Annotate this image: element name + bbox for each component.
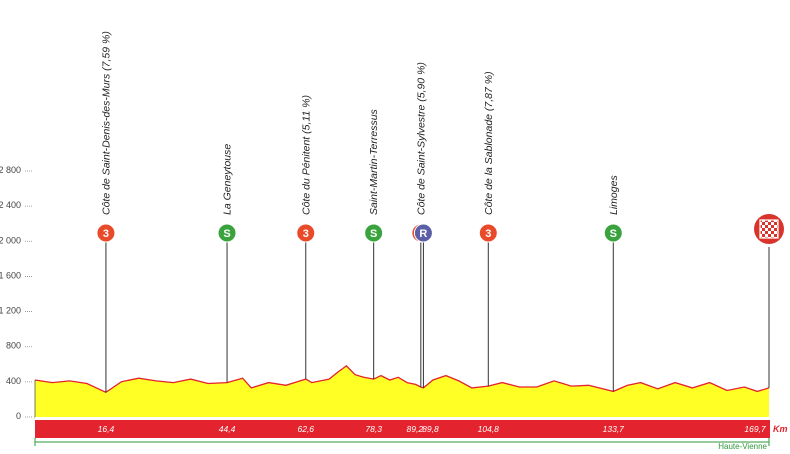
marker-label: Côte de Saint-Denis-des-Murs (7,59 %): [100, 31, 112, 215]
profile-line: [34, 365, 770, 394]
y-tick-label: 1 200: [0, 306, 21, 316]
km-label: 16,4: [98, 424, 115, 434]
region-label: Haute-Vienne: [718, 442, 767, 451]
climb-cat3-icon: [478, 223, 498, 243]
km-label: 104,8: [478, 424, 500, 434]
marker-symbol: S: [370, 228, 377, 240]
climb-cat3-icon: [96, 223, 116, 243]
km-label: 44,4: [219, 424, 236, 434]
km-band: Km 16,4 44,4 62,6 78,3 89,2 89,8 104,8 133,7 169,…: [35, 417, 788, 438]
km-label: 89,2: [407, 424, 424, 434]
marker-symbol: S: [610, 228, 617, 240]
marker-label: Côte du Pénitent (5,11 %): [300, 95, 312, 215]
checkered-flag-icon: [759, 219, 779, 239]
km-label: 78,3: [365, 424, 382, 434]
marker-symbol: 3: [303, 228, 309, 240]
km-band-gap: [35, 417, 770, 420]
km-label: 133,7: [603, 424, 625, 434]
sprint-icon: [364, 223, 384, 243]
marker-label: Saint-Martin-Terressus: [368, 108, 380, 215]
y-tick-label: 400: [6, 376, 21, 386]
km-label: 62,6: [297, 424, 314, 434]
y-tick-label: 800: [6, 341, 21, 351]
region-footer: Haute-Vienne: [34, 438, 770, 451]
y-tick-label: 2 000: [0, 235, 21, 245]
marker-symbol: R: [419, 228, 427, 240]
marker-symbol: 3: [103, 228, 109, 240]
climb-cat3-icon: [296, 223, 316, 243]
sprint-icon: [217, 223, 237, 243]
profile-area: [35, 365, 769, 418]
km-band-bar: [35, 420, 770, 438]
km-label: 169,7: [744, 424, 766, 434]
elevation-profile: [34, 365, 770, 418]
km-unit-label: Km: [773, 424, 788, 434]
feed-zone-icon: [413, 223, 433, 243]
marker-label: La Geneytouse: [222, 144, 234, 215]
marker-symbol: S: [223, 228, 230, 240]
y-tick-label: 2 400: [0, 200, 21, 210]
y-tick-label: 2 800: [0, 165, 21, 175]
marker-label: Côte de Saint-Sylvestre (5,90 %): [415, 62, 427, 215]
km-label: 89,8: [422, 424, 439, 434]
marker-label: Côte de la Sablonade (7,87 %): [483, 71, 495, 215]
y-tick-label: 1 600: [0, 270, 21, 280]
marker-symbol: 3: [485, 228, 491, 240]
sprint-icon: [603, 223, 623, 243]
marker-label: Limoges: [608, 175, 620, 215]
markers: 3 Côte de Saint-Denis-des-Murs (7,59 %) S L…: [96, 31, 784, 393]
y-axis: 2 800 2 400 2 000 1 600 1 200 800 400 0: [0, 165, 33, 421]
y-tick-label: 0: [16, 411, 21, 421]
